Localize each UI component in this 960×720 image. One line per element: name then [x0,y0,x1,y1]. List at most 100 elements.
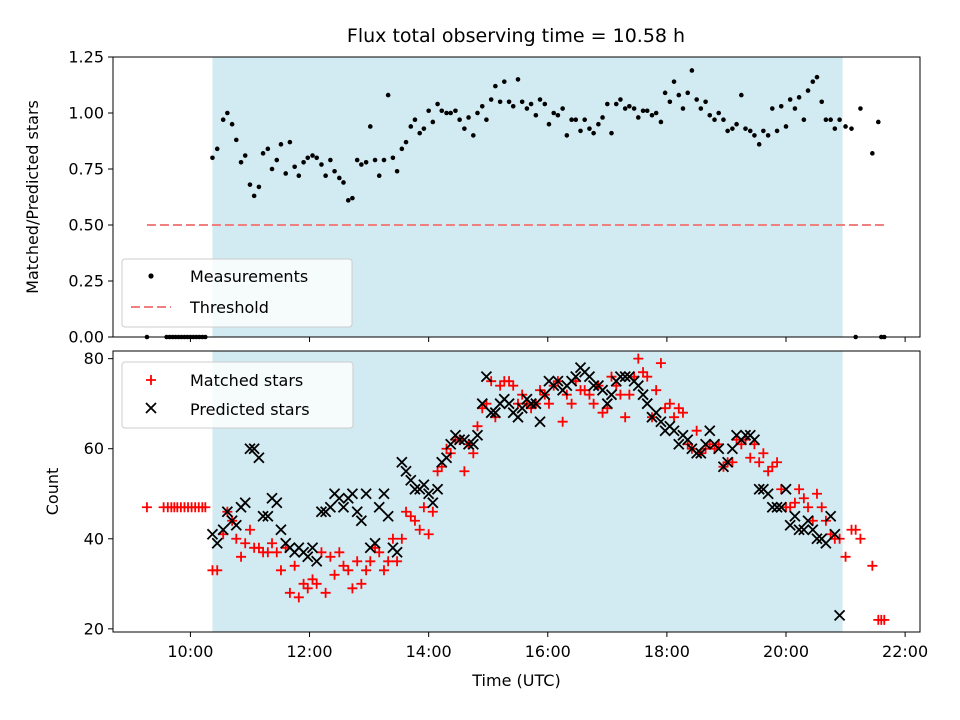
measurement-point [421,126,427,131]
matched-star-point [867,560,878,571]
measurement-point [233,137,239,143]
predicted-star-point [230,519,242,531]
measurement-point [823,117,829,123]
measurement-point [761,128,766,134]
count-y-axis-label: Count [43,468,62,516]
measurement-point [301,159,306,165]
matched-star-point [200,502,211,513]
predicted-star-point [503,398,515,410]
matched-star-point [803,502,814,513]
matched-star-point [745,452,756,463]
matched-star-point [579,385,590,396]
matched-star-point [655,358,666,369]
legend-matched-label: Matched stars [190,371,303,390]
measurement-point [426,108,431,114]
predicted-star-point [605,389,618,401]
predicted-star-point [641,398,653,410]
measurement-point [484,117,489,123]
measurement-point [819,99,825,105]
legend-measurements-label: Measurements [190,267,308,286]
measurement-point [345,198,351,203]
predicted-star-point [587,380,600,392]
measurement-point [783,124,789,129]
matched-star-point [620,412,631,423]
measurement-point [730,126,735,131]
measurement-point [689,68,695,73]
predicted-star-point [798,524,810,536]
ratio-panel: 0.00 0.25 0.50 0.75 1.00 1.25 Matched/Predict… [23,48,921,347]
count-y-ticks: 20 40 60 80 [84,349,113,638]
measurement-point [408,124,414,129]
measurement-point [376,173,382,179]
measurement-point [814,74,820,80]
matched-star-point [855,533,866,544]
measurement-point [631,106,637,111]
measurement-point [707,112,713,118]
predicted-star-point [427,497,439,509]
matched-star-point [727,457,738,468]
predicted-star-point [355,515,367,527]
measurement-point [381,157,387,163]
predicted-star-point [396,456,408,468]
predicted-star-point [525,398,537,410]
matched-star-point [325,551,336,562]
measurement-point [328,157,333,163]
measurement-point [796,95,802,100]
measurement-point [403,139,409,145]
measurement-point [551,110,557,116]
measurement-point [787,97,793,102]
predicted-star-point [445,438,457,450]
matched-star-point [543,398,554,409]
measurement-point [363,159,369,165]
measurement-point [528,101,534,107]
measurement-point [372,157,378,163]
predicted-star-point [699,438,712,450]
matched-star-point [566,398,577,409]
matched-star-point [798,493,809,504]
ratio-plot-frame [112,56,921,338]
measurement-point [385,92,391,98]
measurement-point [417,130,423,136]
predicted-star-point [655,416,667,428]
measurement-point [698,106,704,111]
matched-star-point [293,592,304,603]
predicted-star-point [315,506,328,518]
measurement-point [466,115,471,120]
predicted-star-point [248,443,260,455]
measurement-point [849,126,854,131]
y-tick-label: 80 [84,349,104,368]
matched-star-point [418,502,429,513]
measurement-point [337,175,342,181]
y-tick-label: 60 [84,439,104,458]
matched-star-point [879,614,890,625]
measurement-point [524,106,530,111]
matched-star-point [767,461,778,472]
matched-star-point [378,565,389,576]
predicted-star-point [476,398,488,410]
measurement-point [671,79,677,84]
measurement-point [635,115,641,120]
matched-star-point [284,587,295,598]
matched-star-point [754,457,765,468]
predicted-star-point [221,506,233,518]
measurement-point [622,106,628,111]
predicted-star-point [262,510,274,522]
time-x-ticks: 10:00 12:00 14:00 16:00 18:00 20:00 22:00 [167,632,928,661]
x-tick-label: 10:00 [167,642,213,661]
matched-star-point [244,524,255,535]
predicted-star-point [833,609,846,621]
predicted-star-point [369,537,381,549]
measurement-point [310,153,315,158]
count-plot-frame [112,350,921,633]
matched-star-point [374,547,385,558]
matched-star-point [141,502,152,513]
matched-star-point [334,547,345,558]
measurement-point [582,117,587,123]
measurement-point [662,90,668,96]
measurement-point [399,146,405,152]
predicted-star-point [253,452,265,464]
predicted-star-point [691,447,703,459]
predicted-star-point [637,389,649,401]
measurement-point [805,88,811,93]
matched-star-point [669,412,680,423]
